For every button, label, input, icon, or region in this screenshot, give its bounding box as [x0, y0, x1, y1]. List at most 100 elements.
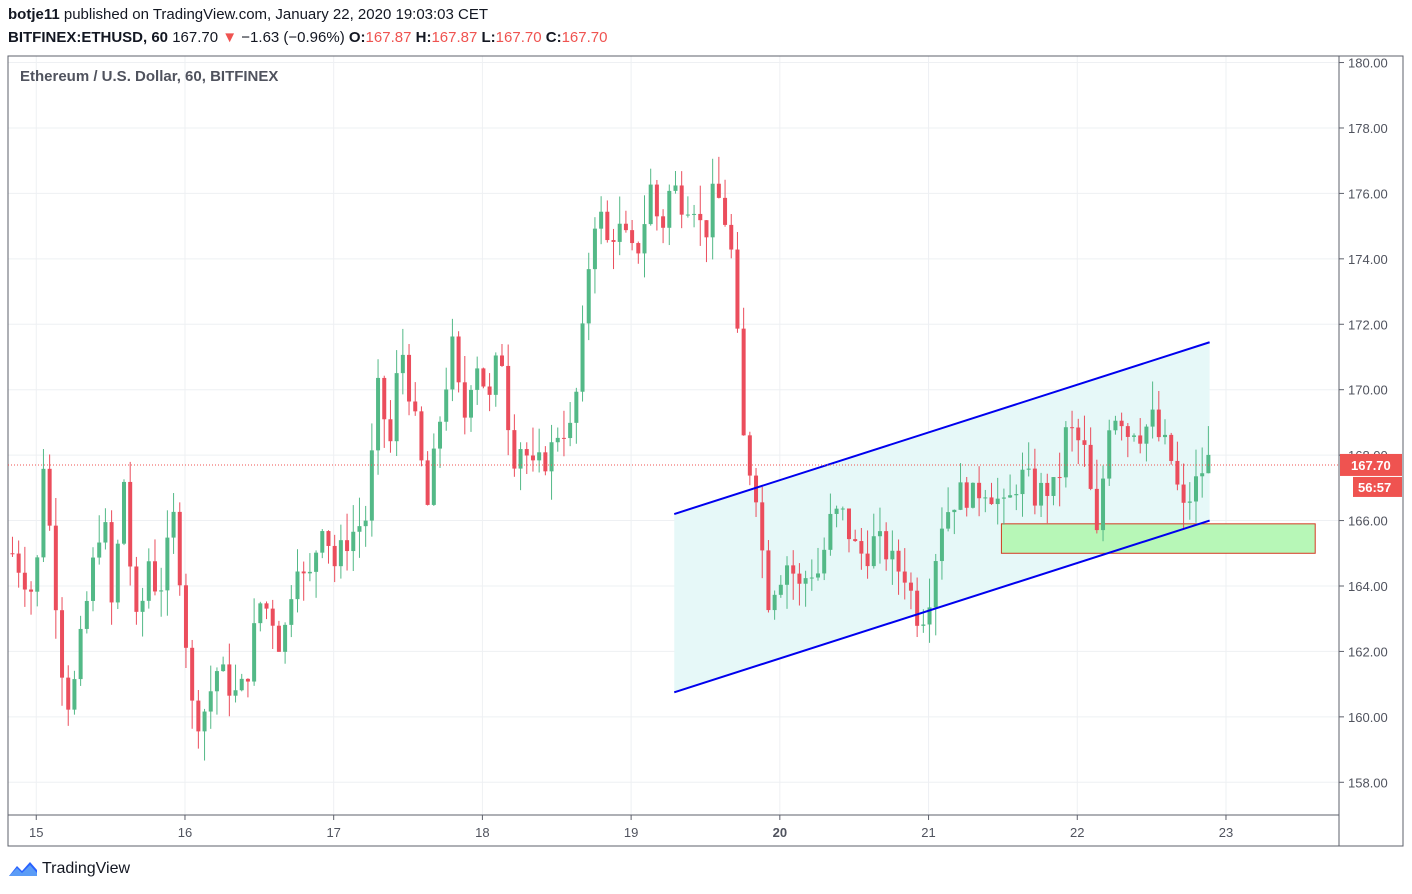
candle-up	[450, 336, 455, 390]
candle-up	[828, 513, 833, 550]
candle-up	[493, 355, 498, 395]
candle-down	[177, 511, 182, 586]
y-tick-label: 166.00	[1348, 514, 1388, 529]
candle-down	[326, 531, 331, 546]
candle-up	[927, 607, 932, 625]
candle-down	[698, 213, 703, 221]
candle-down	[977, 482, 982, 499]
candle-up	[202, 711, 207, 732]
candle-up	[103, 522, 108, 543]
candle-up	[1063, 427, 1068, 478]
candle-up	[351, 531, 356, 552]
candle-up	[871, 536, 876, 567]
candle-down	[524, 449, 529, 456]
tradingview-logo-icon	[9, 862, 37, 876]
candle-down	[1138, 435, 1143, 444]
candle-up	[946, 512, 951, 529]
candle-up	[475, 368, 480, 390]
candle-down	[530, 455, 535, 461]
candle-up	[617, 223, 622, 242]
candle-up	[834, 508, 839, 514]
candle-down	[53, 525, 58, 611]
candle-down	[134, 566, 139, 612]
candle-down	[499, 355, 504, 366]
candle-down	[190, 647, 195, 701]
candle-up	[939, 528, 944, 562]
candle-up	[778, 584, 783, 595]
candle-up	[772, 594, 777, 611]
candle-down	[1125, 426, 1130, 437]
close-value: 167.70	[561, 29, 608, 46]
low-value: 167.70	[495, 29, 542, 46]
down-arrow-icon: ▼	[222, 29, 238, 46]
x-tick-label: 15	[29, 825, 43, 840]
candle-up	[221, 664, 226, 672]
y-tick-label: 162.00	[1348, 644, 1388, 659]
chart-title: Ethereum / U.S. Dollar, 60, BITFINEX	[20, 68, 278, 85]
candle-up	[115, 543, 120, 603]
candle-up	[642, 224, 647, 254]
candle-up	[252, 623, 257, 682]
candle-up	[710, 183, 715, 238]
symbol-ohlc-line: BITFINEX:ETHUSD, 60 167.70 ▼ −1.63 (−0.9…	[8, 29, 607, 46]
last-price-label: 167.70	[1351, 458, 1391, 473]
y-tick-label: 164.00	[1348, 579, 1388, 594]
y-tick-label: 158.00	[1348, 775, 1388, 790]
candle-down	[506, 365, 511, 431]
candle-up	[970, 482, 975, 508]
candle-down	[896, 550, 901, 572]
candle-up	[78, 628, 83, 680]
candle-down	[543, 452, 548, 472]
candle-up	[72, 679, 77, 710]
candle-down	[735, 249, 740, 329]
candle-down	[481, 368, 486, 387]
x-tick-label: 21	[921, 825, 935, 840]
candle-down	[512, 430, 517, 469]
close-label: C:	[545, 29, 562, 46]
candle-up	[146, 561, 151, 601]
candle-up	[1026, 468, 1031, 470]
candle-down	[902, 571, 907, 583]
y-tick-label: 160.00	[1348, 710, 1388, 725]
candle-down	[605, 211, 610, 241]
candle-down	[1181, 484, 1186, 503]
candle-down	[747, 435, 752, 476]
candle-down	[245, 678, 250, 682]
candle-up	[338, 540, 343, 567]
candle-up	[97, 542, 102, 558]
candle-up	[165, 537, 170, 591]
candle-down	[1057, 477, 1062, 479]
candle-up	[537, 452, 542, 461]
candle-up	[1107, 430, 1112, 479]
candle-up	[1001, 497, 1006, 499]
candle-down	[1156, 409, 1161, 438]
candle-up	[1144, 426, 1149, 444]
candle-down	[760, 502, 765, 551]
high-label: H:	[415, 29, 432, 46]
high-value: 167.87	[431, 29, 478, 46]
tradingview-brand: TradingView	[42, 860, 131, 877]
candle-up	[1039, 482, 1044, 506]
candle-down	[561, 437, 566, 439]
candle-down	[22, 572, 27, 590]
tradingview-footer[interactable]: TradingView	[8, 860, 130, 878]
candle-down	[716, 183, 721, 198]
candle-up	[84, 600, 89, 629]
candle-down	[425, 460, 430, 505]
candle-down	[884, 531, 889, 560]
candle-up	[877, 531, 882, 537]
candle-down	[301, 571, 306, 574]
candle-up	[921, 624, 926, 626]
candle-up	[1051, 477, 1056, 496]
candle-down	[16, 553, 21, 573]
candle-down	[10, 553, 15, 555]
author-name[interactable]: botje11	[8, 6, 60, 23]
candle-down	[865, 553, 870, 567]
candle-down	[1032, 468, 1037, 506]
candle-down	[462, 382, 467, 418]
candle-down	[60, 610, 65, 678]
candle-up	[995, 498, 1000, 505]
x-tick-label: 22	[1070, 825, 1084, 840]
candle-down	[152, 561, 157, 592]
